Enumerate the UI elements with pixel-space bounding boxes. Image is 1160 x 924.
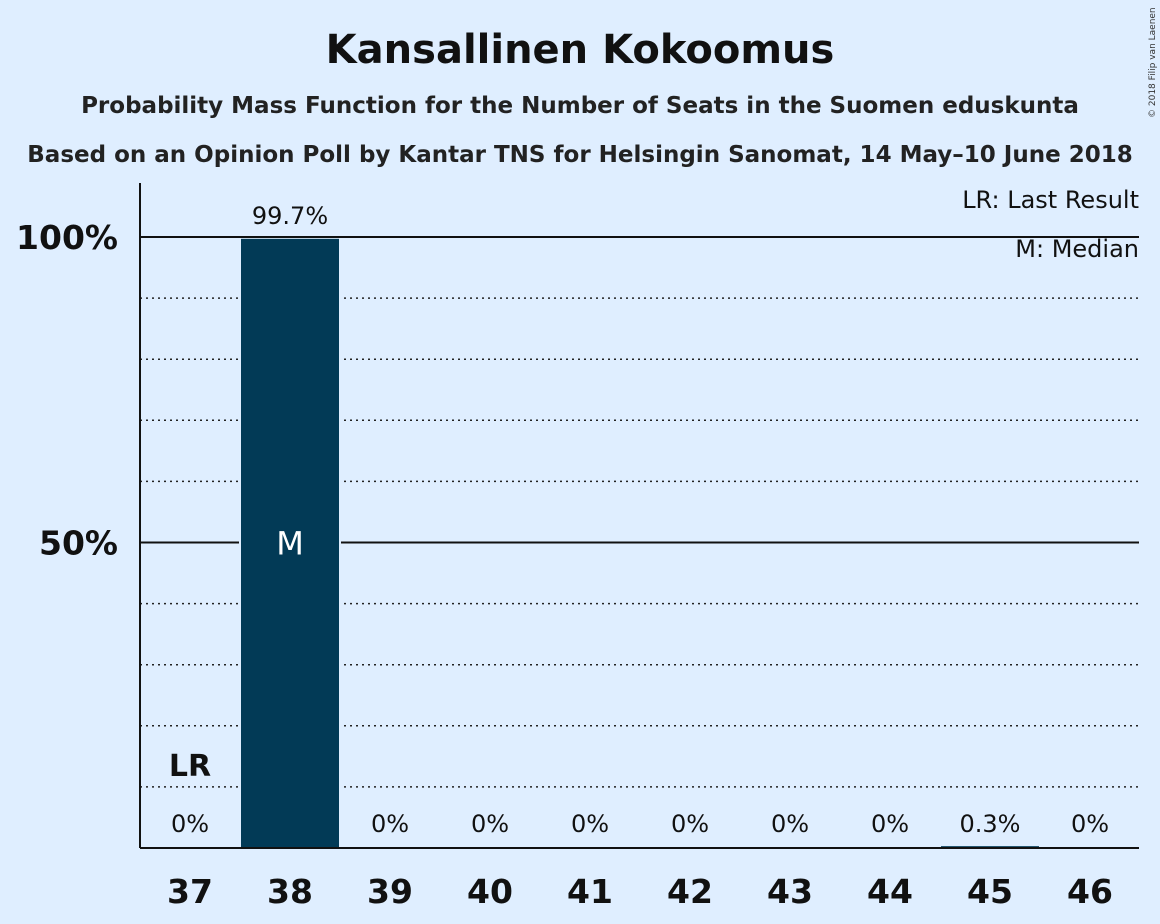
median-marker: M (276, 525, 304, 563)
y-tick-label: 100% (16, 218, 118, 257)
data-label: 0% (471, 810, 509, 838)
x-tick-label: 45 (967, 872, 1013, 911)
bar-38 (241, 238, 339, 848)
x-tick-label: 46 (1067, 872, 1113, 911)
data-label: 0% (371, 810, 409, 838)
data-label: 0% (771, 810, 809, 838)
data-label: 0% (671, 810, 709, 838)
chart-title: Kansallinen Kokoomus (326, 27, 835, 73)
axes: 50% 100% 37 38 39 40 41 42 43 44 45 46 (16, 183, 1139, 911)
data-label: 0% (871, 810, 909, 838)
x-tick-label: 44 (867, 872, 913, 911)
y-tick-label: 50% (39, 524, 118, 563)
data-label: 0% (171, 810, 209, 838)
chart-subtitle-poll: Based on an Opinion Poll by Kantar TNS f… (27, 142, 1132, 168)
x-tick-label: 37 (167, 872, 213, 911)
legend-median: M: Median (1015, 235, 1139, 263)
copyright-credit: © 2018 Filip van Laenen (1148, 7, 1158, 118)
x-tick-label: 41 (567, 872, 613, 911)
gridlines (140, 236, 1139, 788)
data-label: 99.7% (252, 202, 328, 230)
data-label: 0% (571, 810, 609, 838)
legend-last-result: LR: Last Result (962, 186, 1139, 214)
x-tick-label: 38 (267, 872, 313, 911)
last-result-marker: LR (169, 749, 211, 784)
data-labels: 0% 99.7% 0% 0% 0% 0% 0% 0% 0.3% 0% M LR (169, 202, 1109, 838)
x-tick-label: 40 (467, 872, 513, 911)
data-label: 0% (1071, 810, 1109, 838)
data-label: 0.3% (960, 810, 1021, 838)
chart-subtitle: Probability Mass Function for the Number… (81, 93, 1079, 119)
x-tick-label: 42 (667, 872, 713, 911)
x-tick-label: 39 (367, 872, 413, 911)
x-tick-label: 43 (767, 872, 813, 911)
